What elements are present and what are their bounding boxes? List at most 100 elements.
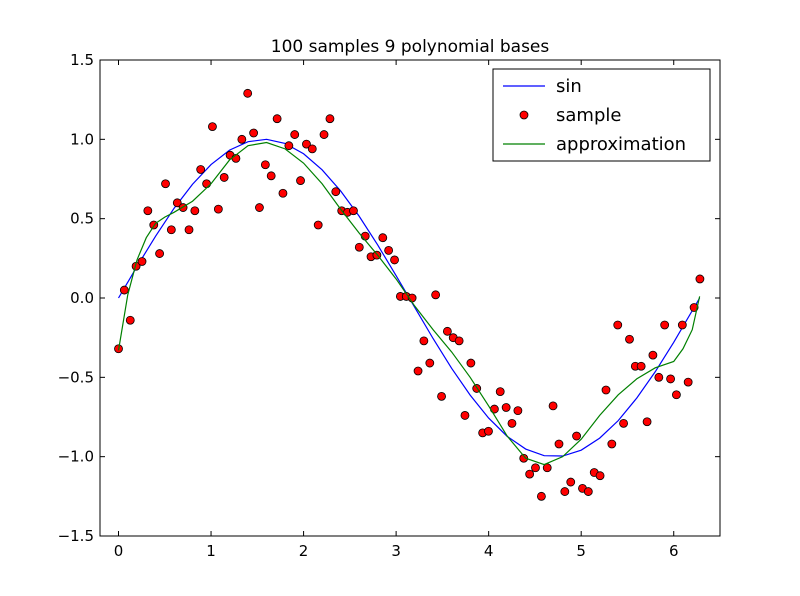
series-sample-point bbox=[302, 139, 311, 149]
series-sample-point bbox=[319, 130, 329, 139]
series-sample-point bbox=[548, 401, 558, 411]
series-sample-point bbox=[583, 487, 593, 496]
series-sample-point bbox=[525, 469, 535, 479]
series-sample-point bbox=[595, 471, 605, 481]
series-sample-point bbox=[613, 320, 623, 330]
series-sample-point bbox=[243, 88, 253, 98]
series-sample-point bbox=[425, 358, 435, 368]
series-sample-point bbox=[495, 387, 505, 397]
series-sample-point bbox=[249, 128, 259, 138]
series-sample-point bbox=[566, 477, 576, 487]
legend-entry-sample-swatch bbox=[519, 110, 529, 120]
plot-area bbox=[114, 88, 705, 501]
series-sample-point bbox=[672, 390, 681, 400]
series-sample-point bbox=[560, 487, 570, 496]
series-sample-point bbox=[237, 134, 247, 144]
y-tick-label: 0.5 bbox=[70, 210, 94, 228]
series-sample-point bbox=[442, 326, 452, 336]
series-sample-point bbox=[161, 179, 170, 189]
series-sample-point bbox=[272, 114, 282, 124]
series-sample-point bbox=[419, 336, 429, 346]
series-sample-point bbox=[460, 411, 470, 420]
x-tick-label: 1 bbox=[206, 542, 216, 560]
series-sample-point bbox=[572, 431, 581, 441]
legend-entry-approximation-label: approximation bbox=[556, 134, 686, 155]
series-sample-point bbox=[331, 187, 341, 197]
y-tick-label: 0.0 bbox=[70, 289, 94, 307]
series-sample-point bbox=[266, 171, 276, 181]
series-sample-point bbox=[531, 463, 540, 473]
series-sample-point bbox=[489, 404, 499, 414]
legend: sin sample approximation bbox=[492, 68, 711, 162]
y-tick-label: −1.5 bbox=[58, 527, 94, 545]
series-sample-point bbox=[677, 320, 687, 330]
series-sample-point bbox=[184, 225, 194, 235]
series-sample-point bbox=[466, 358, 476, 368]
series-sample-point bbox=[119, 285, 129, 295]
axes: 0 1 2 3 4 5 6 −1.5 −1.0 −0.5 0.0 0.5 1.0 1.5 bbox=[58, 51, 721, 560]
series-sample-point bbox=[202, 179, 212, 189]
legend-entry-sin-label: sin bbox=[556, 76, 582, 97]
x-tick-label: 4 bbox=[484, 542, 494, 560]
series-sample-point bbox=[642, 417, 652, 427]
x-tick-label: 5 bbox=[576, 542, 586, 560]
x-tick-label: 6 bbox=[669, 542, 679, 560]
series-sample-point bbox=[513, 406, 523, 416]
series-sample-point bbox=[137, 257, 147, 266]
series-sample-point bbox=[501, 403, 511, 412]
series-sample-point bbox=[619, 418, 628, 428]
series-sample-point bbox=[196, 165, 206, 174]
series-sample-point bbox=[666, 374, 675, 384]
series-sample-point bbox=[219, 173, 229, 182]
series-sample-point bbox=[125, 315, 135, 325]
series-sample-point bbox=[284, 141, 294, 151]
series-sample-point bbox=[307, 144, 317, 154]
series-approximation-line bbox=[117, 141, 701, 466]
series-sample-point bbox=[636, 361, 646, 371]
series-sample-point bbox=[155, 249, 164, 258]
series-sample-point bbox=[537, 491, 546, 501]
series-sample-point bbox=[349, 206, 358, 216]
y-tick-label: −1.0 bbox=[58, 448, 94, 466]
series-sample-point bbox=[255, 203, 264, 212]
series-sample-point bbox=[454, 336, 464, 346]
series-sample-point bbox=[431, 290, 441, 300]
x-tick-label: 0 bbox=[114, 542, 124, 560]
chart-title: 100 samples 9 polynomial bases bbox=[271, 37, 550, 57]
series-sample-point bbox=[413, 366, 423, 376]
series-sample-point bbox=[625, 334, 634, 344]
series-sample-point bbox=[354, 242, 364, 252]
x-tick-label: 3 bbox=[391, 542, 401, 560]
series-sample-point bbox=[172, 198, 182, 208]
series-sample-point bbox=[554, 439, 564, 449]
series-sample-point bbox=[290, 130, 300, 139]
series-sample-point bbox=[648, 350, 658, 360]
series-sample-point bbox=[683, 377, 693, 387]
series-sample-point bbox=[601, 385, 611, 395]
series-sample-point bbox=[695, 274, 705, 284]
series-sample-point bbox=[390, 255, 399, 265]
series-sample-point bbox=[143, 206, 153, 216]
series-sample-point bbox=[437, 391, 446, 401]
series-sample-point bbox=[519, 453, 529, 463]
series-sample-point bbox=[208, 122, 217, 132]
series-sample-point bbox=[378, 233, 388, 243]
series-sample-point bbox=[313, 220, 323, 230]
series-sample-point bbox=[507, 418, 517, 428]
series-sample-point bbox=[166, 225, 176, 235]
series-sample-point bbox=[296, 176, 305, 185]
series-sample-point bbox=[190, 206, 200, 216]
series-sample-point bbox=[325, 114, 335, 124]
series-sample-point bbox=[260, 160, 270, 170]
y-tick-label: 1.0 bbox=[70, 130, 94, 148]
series-sample-point bbox=[689, 303, 699, 312]
legend-entry-sample-label: sample bbox=[556, 105, 621, 126]
series-sample-point bbox=[213, 204, 223, 214]
series-sample-point bbox=[654, 372, 664, 382]
series-sample-point bbox=[660, 320, 670, 330]
y-tick-label: 1.5 bbox=[70, 51, 94, 69]
legend-box bbox=[492, 68, 711, 162]
y-tick-label: −0.5 bbox=[58, 368, 94, 386]
series-sample-point bbox=[384, 245, 394, 255]
